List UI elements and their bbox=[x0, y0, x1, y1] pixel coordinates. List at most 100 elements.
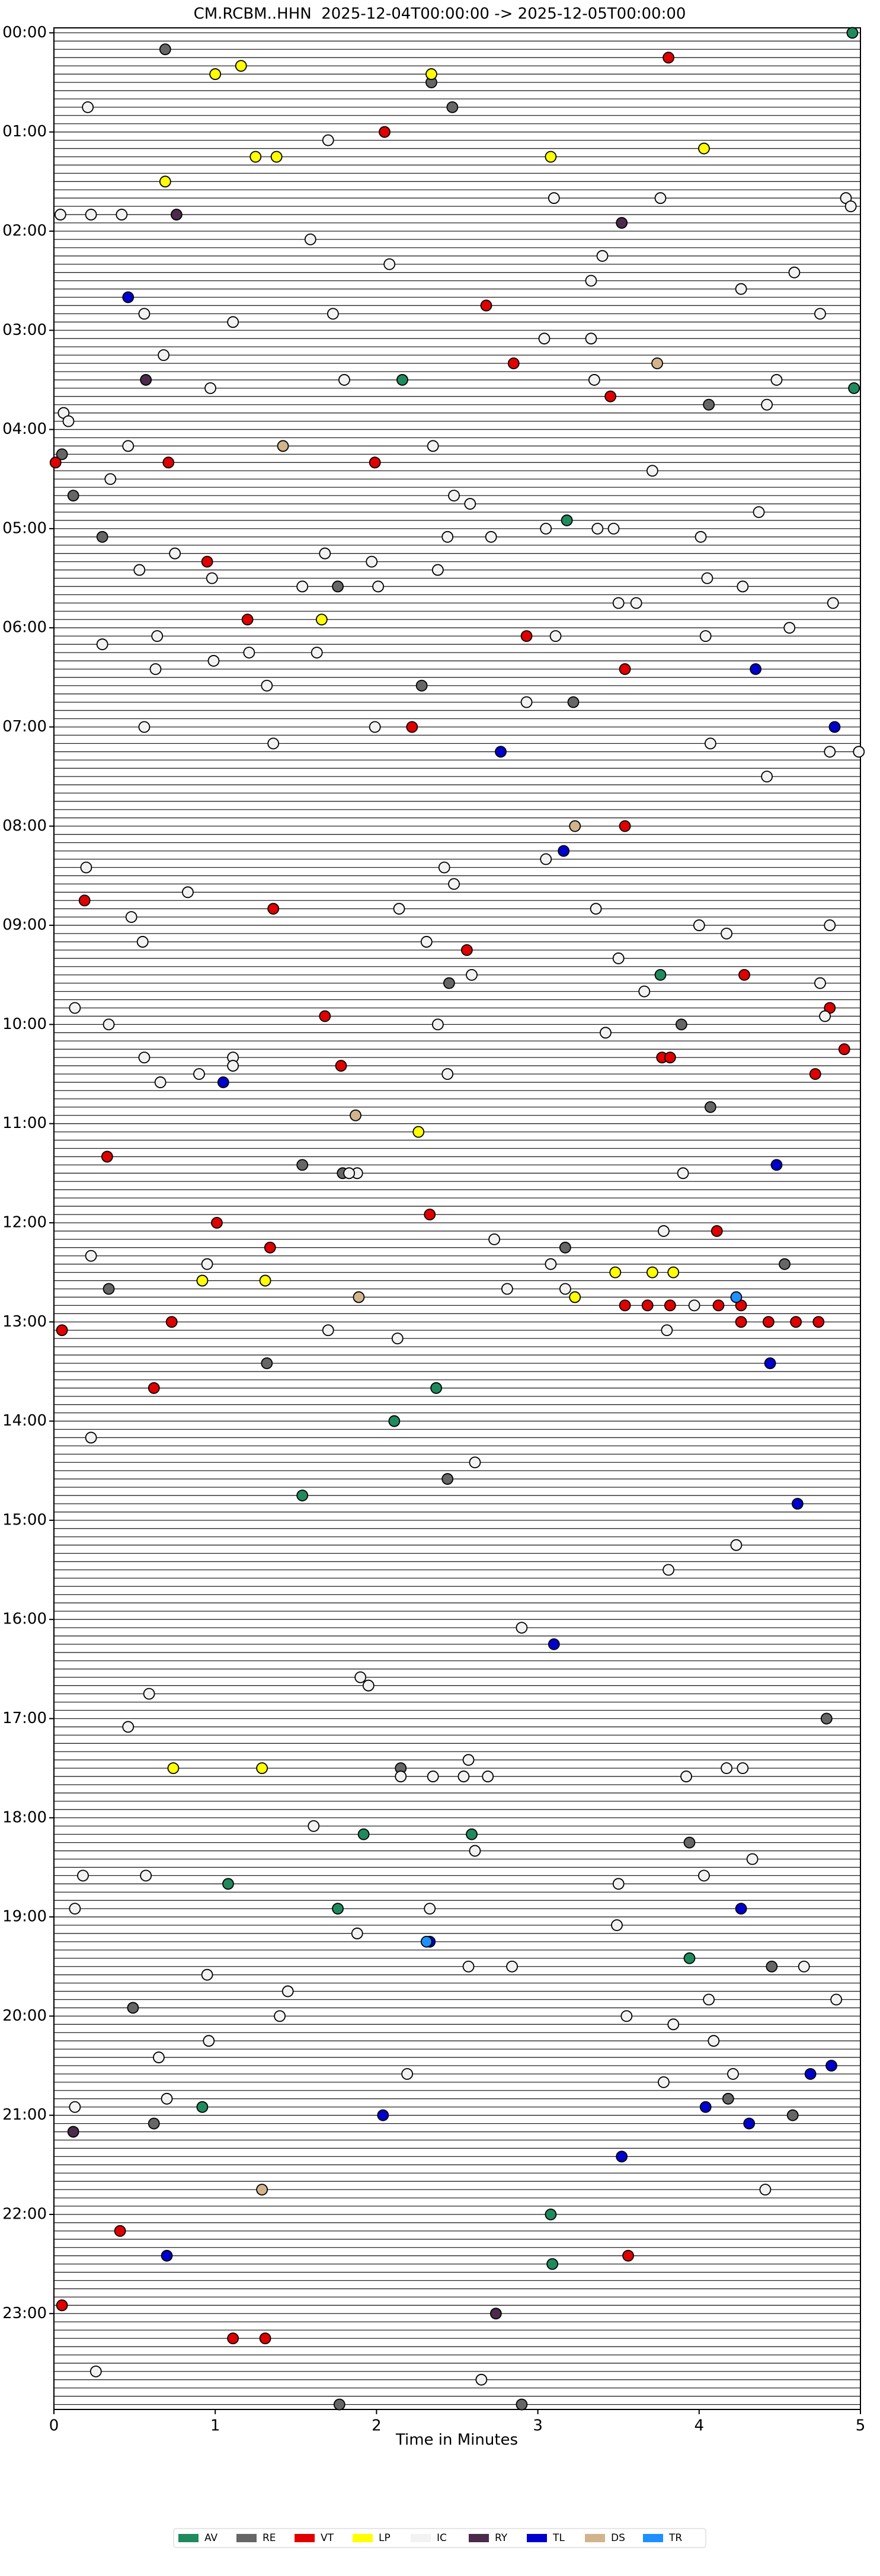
event-marker bbox=[746, 1853, 759, 1865]
event-marker bbox=[161, 2092, 173, 2105]
event-marker bbox=[158, 349, 169, 361]
event-marker bbox=[277, 440, 289, 452]
y-tick-label: 20:00 bbox=[2, 2007, 47, 2025]
event-marker bbox=[391, 1332, 404, 1345]
event-marker bbox=[169, 547, 181, 560]
event-marker bbox=[549, 630, 562, 643]
event-marker bbox=[764, 1357, 776, 1369]
event-marker bbox=[616, 217, 628, 229]
x-axis-label: Time in Minutes bbox=[395, 2431, 518, 2449]
event-marker bbox=[619, 820, 631, 832]
event-marker bbox=[196, 1274, 209, 1287]
event-marker bbox=[259, 1274, 271, 1287]
event-marker bbox=[264, 1241, 276, 1254]
event-marker bbox=[798, 1960, 810, 1973]
event-marker bbox=[138, 721, 151, 733]
event-marker bbox=[369, 456, 381, 469]
event-marker bbox=[319, 547, 331, 560]
legend-swatch bbox=[411, 2534, 431, 2542]
event-marker bbox=[495, 746, 507, 758]
event-marker bbox=[762, 1316, 775, 1328]
event-marker bbox=[482, 1770, 494, 1782]
event-marker bbox=[604, 390, 616, 402]
event-marker bbox=[464, 498, 476, 510]
event-marker bbox=[646, 1266, 658, 1279]
event-marker bbox=[424, 1903, 436, 1915]
event-marker bbox=[362, 1679, 375, 1692]
event-marker bbox=[824, 746, 836, 758]
event-marker bbox=[393, 903, 405, 915]
event-marker bbox=[207, 655, 220, 667]
event-marker bbox=[438, 861, 450, 874]
event-marker bbox=[663, 1564, 674, 1576]
event-marker bbox=[703, 398, 715, 411]
event-marker bbox=[663, 52, 674, 64]
event-marker bbox=[267, 903, 280, 915]
event-marker bbox=[548, 1638, 560, 1650]
event-marker bbox=[441, 530, 454, 543]
y-tick-label: 01:00 bbox=[2, 123, 47, 140]
y-tick-label: 03:00 bbox=[2, 321, 47, 339]
event-marker bbox=[96, 638, 108, 650]
event-marker bbox=[270, 151, 283, 163]
event-marker bbox=[420, 1935, 433, 1948]
legend-label: TR bbox=[668, 2532, 682, 2544]
event-marker bbox=[466, 1828, 478, 1840]
event-marker bbox=[369, 721, 381, 733]
event-marker bbox=[735, 1316, 747, 1328]
event-marker bbox=[148, 2117, 160, 2130]
event-marker bbox=[569, 1291, 581, 1303]
y-tick-label: 22:00 bbox=[2, 2205, 47, 2223]
y-tick-label: 06:00 bbox=[2, 619, 47, 637]
event-marker bbox=[730, 1291, 743, 1303]
event-marker bbox=[259, 2332, 271, 2345]
event-marker bbox=[828, 721, 841, 733]
event-marker bbox=[651, 357, 663, 369]
event-marker bbox=[545, 1258, 557, 1270]
event-marker bbox=[227, 1060, 239, 1072]
event-marker bbox=[122, 1721, 135, 1733]
event-marker bbox=[261, 679, 273, 692]
event-marker bbox=[607, 522, 620, 535]
event-marker bbox=[844, 200, 857, 213]
event-marker bbox=[814, 308, 826, 320]
event-marker bbox=[737, 1762, 749, 1775]
x-tick-label: 4 bbox=[695, 2417, 705, 2435]
event-marker bbox=[683, 1836, 696, 1849]
event-marker bbox=[738, 969, 750, 981]
event-marker bbox=[704, 737, 716, 750]
event-marker bbox=[56, 2299, 68, 2312]
event-marker bbox=[664, 1299, 676, 1312]
event-marker bbox=[722, 2092, 734, 2105]
event-marker bbox=[809, 1068, 821, 1080]
event-marker bbox=[125, 911, 137, 923]
event-marker bbox=[488, 1233, 501, 1245]
event-marker bbox=[569, 820, 581, 832]
event-marker bbox=[396, 374, 408, 386]
event-marker bbox=[846, 27, 859, 39]
event-marker bbox=[114, 2225, 126, 2237]
event-marker bbox=[343, 1167, 356, 1180]
event-marker bbox=[165, 1316, 178, 1328]
event-marker bbox=[616, 2150, 628, 2163]
event-marker bbox=[443, 977, 455, 989]
event-marker bbox=[548, 192, 560, 204]
event-marker bbox=[154, 1076, 167, 1088]
y-tick-label: 04:00 bbox=[2, 420, 47, 438]
event-marker bbox=[354, 1671, 367, 1683]
event-marker bbox=[661, 1324, 673, 1337]
legend-swatch bbox=[643, 2534, 663, 2542]
y-tick-label: 16:00 bbox=[2, 1610, 47, 1628]
event-marker bbox=[308, 1820, 320, 1832]
event-marker bbox=[332, 580, 344, 593]
event-marker bbox=[516, 1622, 528, 1634]
event-marker bbox=[69, 1903, 81, 1915]
event-marker bbox=[545, 151, 557, 163]
event-marker bbox=[737, 580, 749, 593]
x-tick-label: 1 bbox=[210, 2417, 220, 2435]
event-marker bbox=[667, 1266, 680, 1279]
event-marker bbox=[395, 1770, 407, 1782]
event-marker bbox=[62, 415, 75, 427]
y-tick-label: 05:00 bbox=[2, 519, 47, 537]
